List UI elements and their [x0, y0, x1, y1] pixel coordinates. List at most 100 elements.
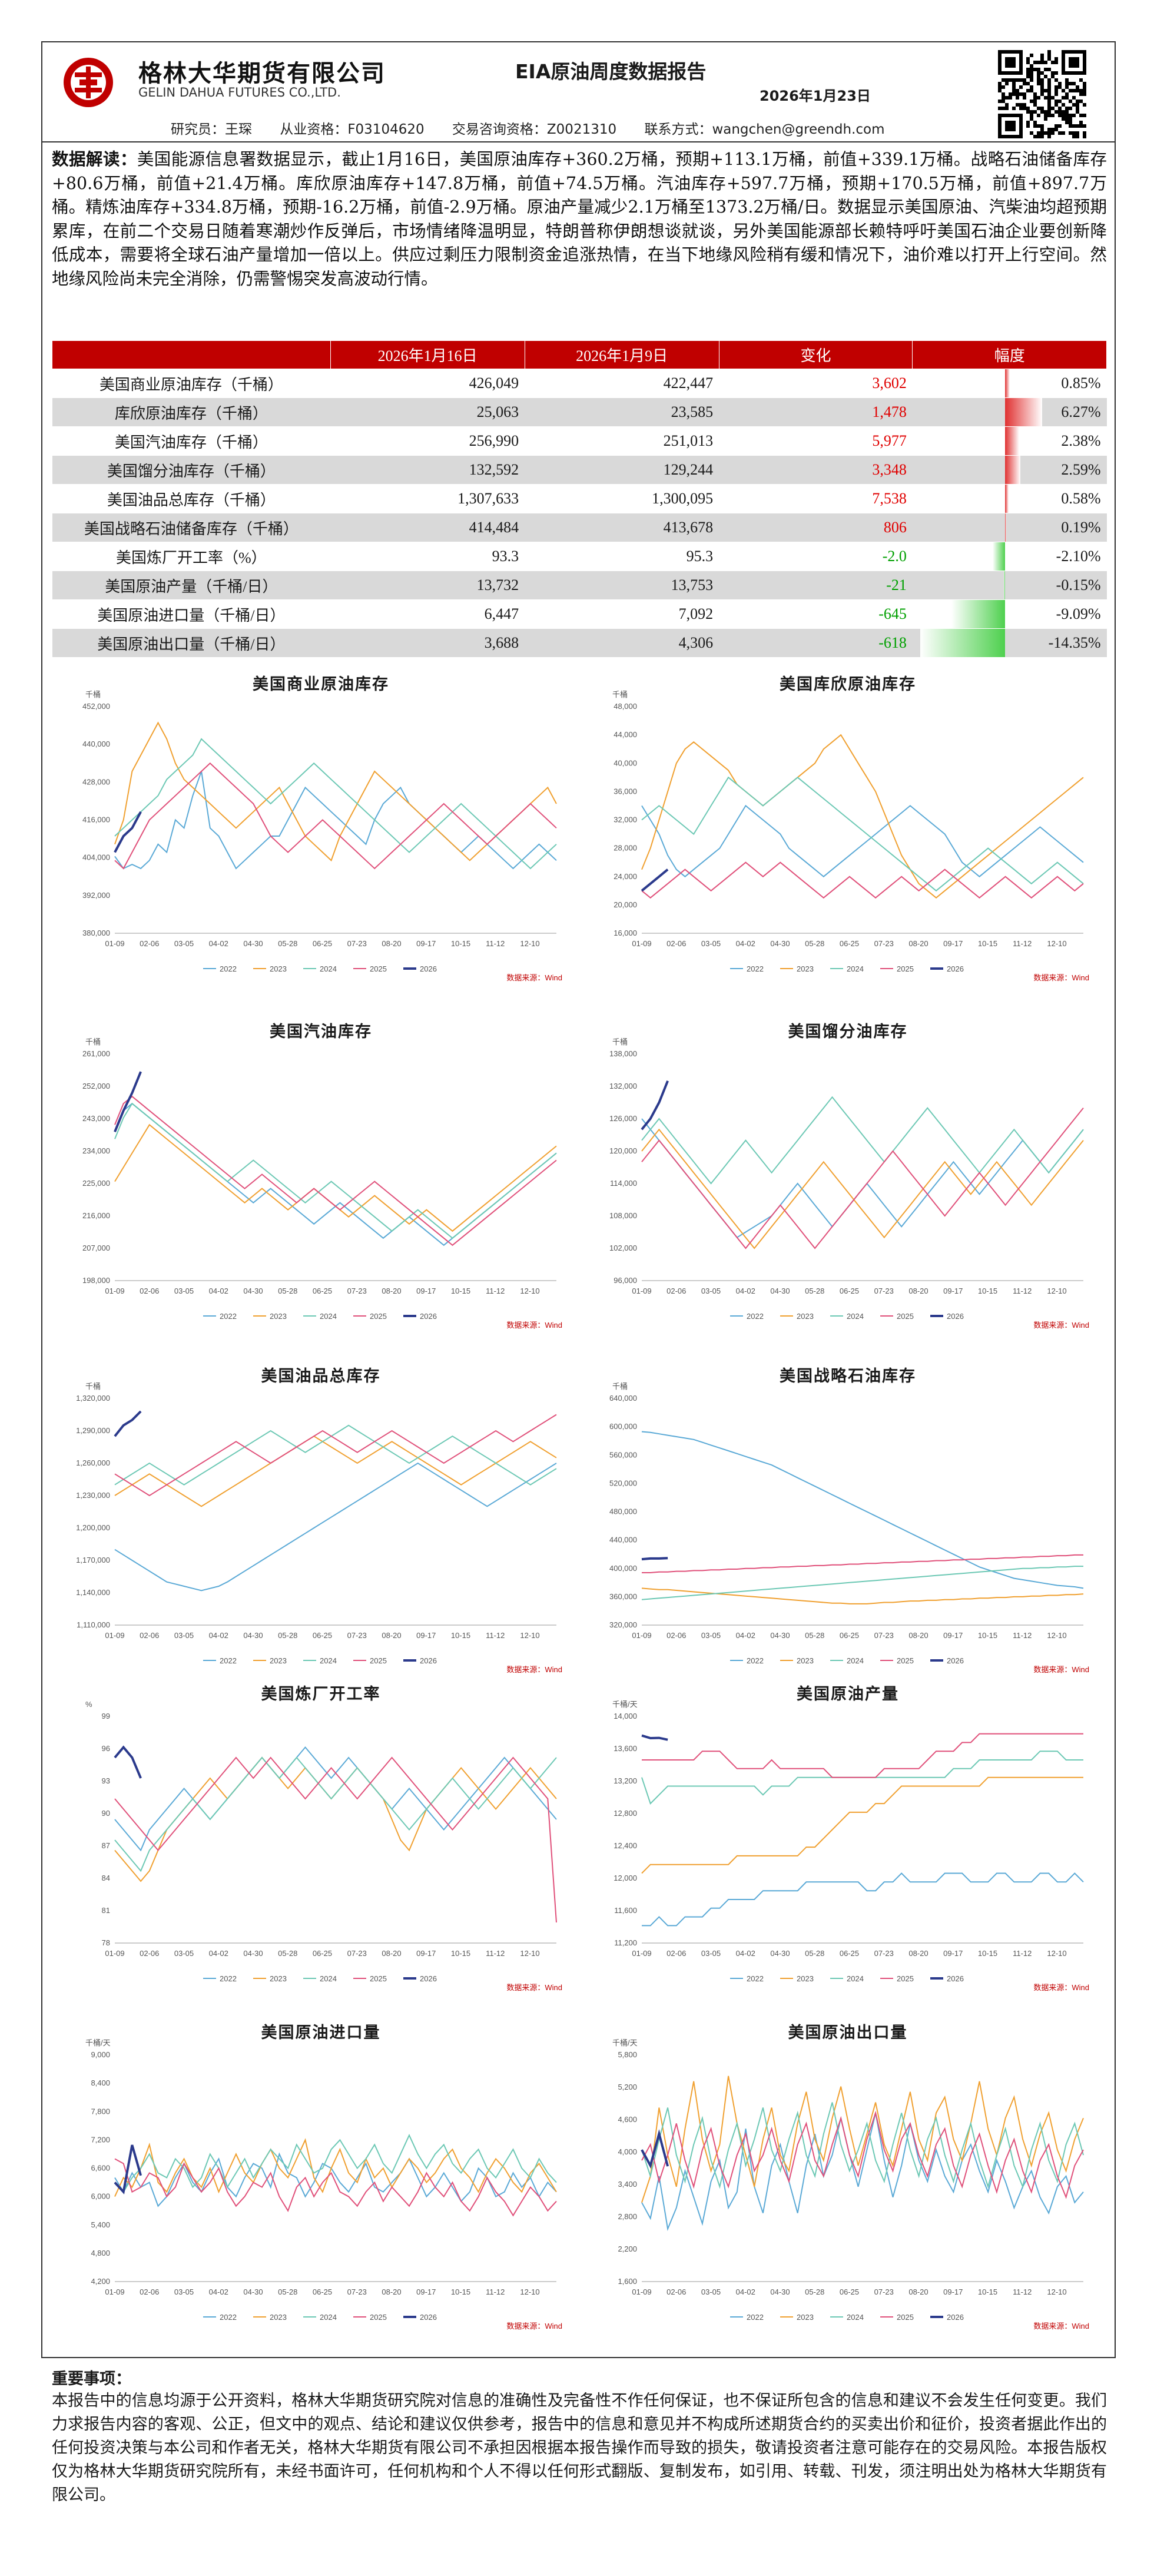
- legend-label: 2024: [320, 1974, 337, 1983]
- table-header-cell: 2026年1月9日: [524, 340, 719, 369]
- series-line-2023: [641, 1776, 1083, 1874]
- series-line-2026: [114, 1071, 142, 1133]
- y-tick-label: 261,000: [82, 1049, 110, 1058]
- series-line-2023: [114, 1435, 557, 1507]
- x-tick-label: 08-20: [908, 2287, 928, 2296]
- x-tick-label: 04-02: [736, 1287, 755, 1295]
- x-tick-label: 11-12: [1013, 1949, 1032, 1958]
- legend-label: 2023: [797, 1312, 814, 1321]
- x-tick-label: 07-23: [874, 1631, 894, 1640]
- chart-0: 千桶 452,000 440,000 428,000 416,000 404,000 392…: [62, 671, 580, 1001]
- data-interpretation: 数据解读：美国能源信息署数据显示，截止1月16日，美国原油库存+360.2万桶，…: [52, 147, 1107, 291]
- series-line-2023: [114, 2138, 557, 2197]
- change-percent-cell: 0.58%: [912, 484, 1107, 513]
- change-value: -21: [719, 571, 913, 600]
- chart-6: % 99 96 93 90 87 84 81 78 01-09 02-06 03-05 04-02 04-…: [62, 1681, 580, 2011]
- y-tick-label: 416,000: [82, 815, 110, 824]
- y-tick-label: 452,000: [82, 702, 110, 711]
- contact-email: 联系方式：wangchen@greendh.com: [644, 122, 885, 137]
- legend-label: 2025: [370, 1974, 387, 1983]
- x-tick-label: 11-12: [486, 939, 505, 948]
- table-row: 美国原油出口量（千桶/日） 3,688 4,306 -618 -14.35%: [52, 628, 1107, 658]
- y-tick-label: 4,800: [91, 2249, 110, 2257]
- series-line-2022: [114, 1462, 557, 1592]
- legend-label: 2025: [897, 1974, 914, 1983]
- series-line-2025: [114, 1414, 557, 1497]
- row-label: 美国原油出口量（千桶/日）: [52, 628, 331, 658]
- disclaimer-title: 重要事项：: [52, 2370, 131, 2388]
- x-tick-label: 01-09: [632, 1287, 651, 1295]
- row-label: 美国商业原油库存（千桶）: [52, 369, 331, 398]
- x-tick-label: 02-06: [140, 1949, 159, 1958]
- legend-label: 2025: [897, 964, 914, 973]
- chart-title: 美国原油出口量: [788, 2024, 908, 2042]
- series-line-2022: [642, 1872, 1084, 1927]
- current-value: 3,688: [330, 628, 525, 658]
- chart-svg: % 99 96 93 90 87 84 81 78 01-09 02-06 03-05 04-02 04-…: [85, 1700, 562, 1992]
- chart-7: 千桶/天 14,000 13,600 13,200 12,800 12,400 12,000…: [589, 1681, 1107, 2011]
- x-tick-label: 12-10: [520, 1631, 539, 1640]
- x-tick-label: 09-17: [943, 1949, 963, 1958]
- y-tick-label: 5,800: [618, 2050, 637, 2059]
- legend-label: 2025: [897, 1656, 914, 1665]
- change-percent: 6.27%: [1061, 403, 1101, 420]
- series-line-2026: [641, 1734, 668, 1741]
- chart-svg: 千桶 640,000 600,000 560,000 520,000 480,000 440…: [609, 1382, 1089, 1674]
- x-tick-label: 04-02: [736, 1949, 755, 1958]
- x-tick-label: 12-10: [1047, 1287, 1066, 1295]
- x-tick-label: 04-30: [243, 939, 263, 948]
- y-tick-label: 4,200: [91, 2277, 110, 2286]
- change-percent: -9.09%: [1056, 605, 1101, 622]
- change-percent: 0.58%: [1061, 490, 1101, 507]
- series-line-2025: [114, 2158, 557, 2217]
- change-percent: 0.19%: [1061, 519, 1101, 536]
- series-line-2025: [641, 1108, 1084, 1249]
- y-tick-label: 400,000: [609, 1564, 637, 1573]
- x-tick-label: 05-28: [805, 2287, 824, 2296]
- change-percent-cell: 2.59%: [912, 455, 1107, 485]
- change-percent-bar: [951, 600, 1005, 628]
- change-percent: 0.85%: [1061, 374, 1101, 392]
- current-value: 256,990: [330, 426, 525, 456]
- x-tick-label: 11-12: [486, 2287, 505, 2296]
- change-value: -645: [719, 599, 913, 629]
- legend-label: 2025: [370, 2313, 387, 2322]
- x-tick-label: 07-23: [347, 2287, 367, 2296]
- y-tick-label: 6,600: [91, 2164, 110, 2173]
- analyst-info-row: 研究员：王琛 从业资格：F03104620 交易咨询资格：Z0021310 联系…: [171, 118, 908, 138]
- x-tick-label: 07-23: [347, 1287, 367, 1295]
- x-tick-label: 03-05: [701, 1949, 721, 1958]
- report-title: EIA原油周度数据报告: [515, 60, 707, 83]
- axis-unit-label: 千桶/天: [612, 1700, 638, 1709]
- x-tick-label: 02-06: [666, 939, 686, 948]
- series-line-2025: [641, 2110, 1084, 2199]
- change-percent: -14.35%: [1048, 634, 1101, 651]
- current-value: 426,049: [330, 369, 525, 398]
- y-tick-label: 4,000: [618, 2147, 637, 2156]
- y-tick-label: 5,200: [618, 2083, 637, 2091]
- current-value: 1,307,633: [330, 484, 525, 513]
- change-percent-cell: -14.35%: [912, 628, 1107, 658]
- legend-label: 2023: [270, 1974, 287, 1983]
- y-tick-label: 11,600: [614, 1906, 637, 1915]
- legend-label: 2024: [320, 2313, 337, 2322]
- y-tick-label: 1,110,000: [77, 1620, 110, 1629]
- source-note: 数据来源：Wind: [506, 1665, 562, 1674]
- x-tick-label: 09-17: [943, 1287, 963, 1295]
- y-tick-label: 2,800: [618, 2212, 637, 2221]
- y-tick-label: 380,000: [82, 929, 110, 937]
- x-tick-label: 05-28: [278, 1949, 297, 1958]
- disclaimer-text: 本报告中的信息均源于公开资料，格林大华期货研究院对信息的准确性及完备性不作任何保…: [52, 2392, 1107, 2504]
- row-label: 美国汽油库存（千桶）: [52, 426, 331, 456]
- x-tick-label: 01-09: [105, 1287, 124, 1295]
- series-line-2022: [114, 2152, 557, 2207]
- y-tick-label: 440,000: [82, 740, 110, 748]
- y-tick-label: 360,000: [609, 1592, 637, 1601]
- series-line-2022: [641, 1431, 1084, 1589]
- chart-9: 千桶/天 5,800 5,200 4,600 4,000 3,400 2,800 2,200 1…: [589, 2020, 1107, 2349]
- series-line-2024: [114, 1102, 557, 1239]
- change-percent-cell: -9.09%: [912, 599, 1107, 629]
- x-tick-label: 08-20: [382, 2287, 401, 2296]
- y-tick-label: 1,170,000: [76, 1556, 110, 1564]
- series-line-2022: [114, 1102, 557, 1246]
